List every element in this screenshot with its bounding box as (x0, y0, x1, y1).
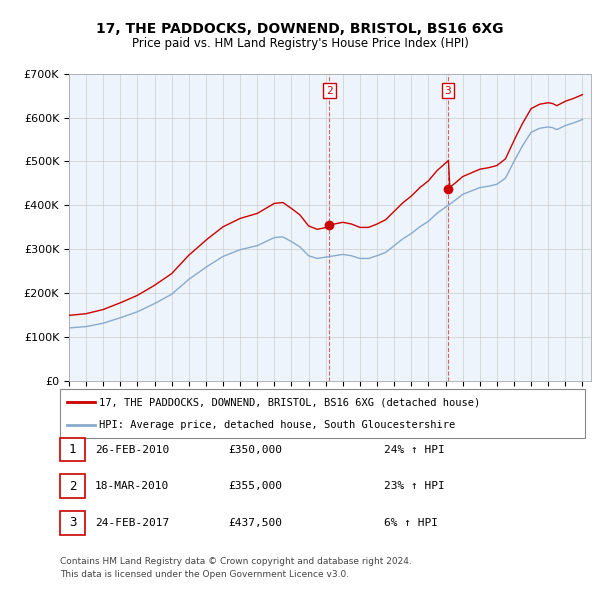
Text: 2: 2 (326, 86, 333, 96)
Text: 3: 3 (69, 516, 76, 529)
Text: 17, THE PADDOCKS, DOWNEND, BRISTOL, BS16 6XG: 17, THE PADDOCKS, DOWNEND, BRISTOL, BS16… (96, 22, 504, 37)
Text: This data is licensed under the Open Government Licence v3.0.: This data is licensed under the Open Gov… (60, 571, 349, 579)
Text: 18-MAR-2010: 18-MAR-2010 (95, 481, 169, 491)
Text: 3: 3 (445, 86, 451, 96)
Text: £437,500: £437,500 (228, 518, 282, 527)
Text: 26-FEB-2010: 26-FEB-2010 (95, 445, 169, 454)
Text: HPI: Average price, detached house, South Gloucestershire: HPI: Average price, detached house, Sout… (99, 419, 455, 430)
Text: £350,000: £350,000 (228, 445, 282, 454)
Text: 23% ↑ HPI: 23% ↑ HPI (384, 481, 445, 491)
Text: Contains HM Land Registry data © Crown copyright and database right 2024.: Contains HM Land Registry data © Crown c… (60, 558, 412, 566)
Text: 24% ↑ HPI: 24% ↑ HPI (384, 445, 445, 454)
Text: 6% ↑ HPI: 6% ↑ HPI (384, 518, 438, 527)
Text: 1: 1 (69, 443, 76, 456)
Text: 17, THE PADDOCKS, DOWNEND, BRISTOL, BS16 6XG (detached house): 17, THE PADDOCKS, DOWNEND, BRISTOL, BS16… (99, 398, 480, 408)
Text: 24-FEB-2017: 24-FEB-2017 (95, 518, 169, 527)
Text: Price paid vs. HM Land Registry's House Price Index (HPI): Price paid vs. HM Land Registry's House … (131, 37, 469, 50)
Text: 2: 2 (69, 480, 76, 493)
Text: £355,000: £355,000 (228, 481, 282, 491)
